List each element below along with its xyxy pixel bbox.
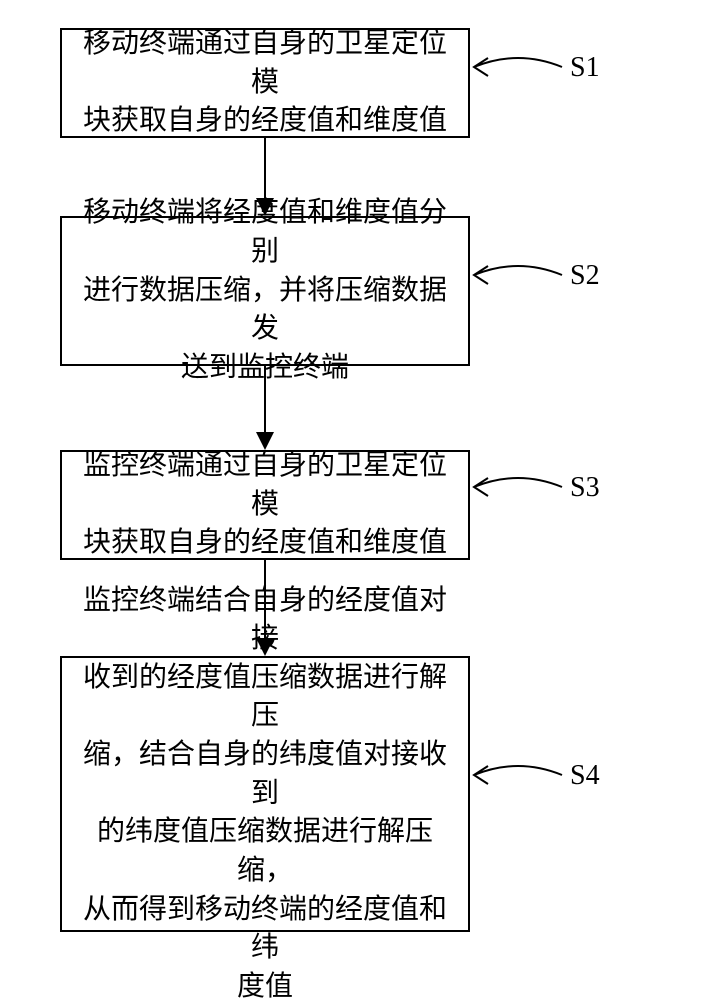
flow-arrow-head [256,432,274,450]
flow-node-s3: 监控终端通过自身的卫星定位模 块获取自身的经度值和维度值 [60,450,470,560]
flow-arrow-line [264,560,266,638]
flow-arrow-head [256,198,274,216]
step-label-s2: S2 [570,260,600,292]
indicator-arrow-s3 [472,447,564,527]
flow-node-text: 移动终端通过自身的卫星定位模 块获取自身的经度值和维度值 [72,25,458,141]
flow-node-s1: 移动终端通过自身的卫星定位模 块获取自身的经度值和维度值 [60,28,470,138]
flow-node-text: 监控终端通过自身的卫星定位模 块获取自身的经度值和维度值 [72,447,458,563]
flow-node-s2: 移动终端将经度值和维度值分别 进行数据压缩，并将压缩数据发 送到监控终端 [60,216,470,366]
step-label-s4: S4 [570,760,600,792]
flow-arrow-head [256,638,274,656]
flow-arrow-line [264,366,266,432]
flowchart-canvas: 移动终端通过自身的卫星定位模 块获取自身的经度值和维度值 S1 移动终端将经度值和维… [0,0,710,1000]
step-label-s3: S3 [570,472,600,504]
indicator-arrow-s1 [472,27,564,107]
flow-arrow-line [264,138,266,198]
step-label-s1: S1 [570,52,600,84]
indicator-arrow-s4 [472,735,564,815]
flow-node-text: 移动终端将经度值和维度值分别 进行数据压缩，并将压缩数据发 送到监控终端 [72,194,458,387]
indicator-arrow-s2 [472,235,564,315]
flow-node-s4: 监控终端结合自身的经度值对接 收到的经度值压缩数据进行解压 缩，结合自身的纬度值… [60,656,470,932]
